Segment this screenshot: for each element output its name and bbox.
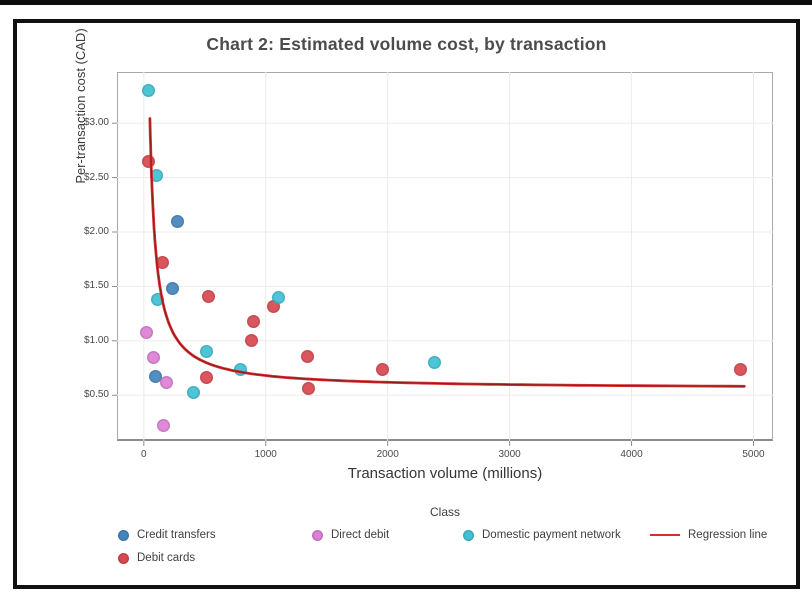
chart-frame: Chart 2: Estimated volume cost, by trans… (13, 19, 800, 589)
legend-label: Domestic payment network (482, 529, 621, 541)
credit-transfers-dot-icon (118, 529, 129, 541)
chart-title: Chart 2: Estimated volume cost, by trans… (206, 34, 607, 54)
top-border-bar (0, 0, 812, 5)
data-point (199, 371, 213, 385)
x-tick-label: 0 (141, 449, 147, 460)
x-tick-label: 3000 (498, 449, 521, 460)
data-point (156, 419, 170, 433)
data-point (733, 362, 747, 376)
legend-label: Debit cards (137, 552, 196, 564)
y-tick-label: $2.00 (83, 226, 109, 237)
x-tick-label: 2000 (376, 449, 399, 460)
domestic-payment-network-dot-icon (463, 529, 474, 541)
legend-title: Class (429, 505, 460, 519)
data-point (301, 349, 315, 363)
data-point (376, 362, 390, 376)
data-point (150, 292, 164, 306)
data-point (147, 350, 161, 364)
legend-label: Credit transfers (137, 529, 216, 541)
y-tick-label: $1.00 (83, 334, 109, 346)
legend-item-direct-debit: Direct debit (312, 527, 389, 543)
data-point (272, 290, 286, 304)
legend-item-regression-line: Regression line (650, 527, 767, 543)
data-point (141, 84, 155, 97)
data-point (165, 282, 179, 296)
data-point (149, 168, 163, 182)
y-tick-label: $1.50 (83, 280, 109, 292)
legend-item-debit-cards: Debit cards (118, 550, 195, 566)
data-point (234, 362, 248, 376)
data-point (187, 385, 201, 399)
legend-label: Direct debit (331, 529, 390, 541)
data-point (142, 154, 156, 168)
legend-item-credit-transfers: Credit transfers (118, 527, 216, 543)
x-tick-label: 5000 (742, 449, 765, 460)
debit-cards-dot-icon (118, 552, 129, 564)
data-point (201, 289, 215, 303)
chart-figure: Per-transaction cost (CAD) Transaction v… (17, 23, 796, 585)
y-tick-label: $0.50 (83, 389, 109, 401)
y-tick-label: $2.50 (83, 171, 109, 183)
x-axis-title: Transaction volume (millions) (347, 465, 543, 482)
gridlines-layer (112, 72, 773, 446)
data-point (247, 314, 261, 328)
x-tick-label: 4000 (620, 449, 643, 460)
direct-debit-dot-icon (312, 529, 323, 541)
legend-label: Regression line (688, 529, 768, 541)
x-tick-label: 1000 (254, 449, 277, 460)
regression-line-swatch-icon (650, 533, 680, 537)
legend-item-domestic-payment-network: Domestic payment network (463, 527, 621, 543)
data-point (140, 325, 154, 339)
y-tick-label: $3.00 (83, 117, 109, 129)
